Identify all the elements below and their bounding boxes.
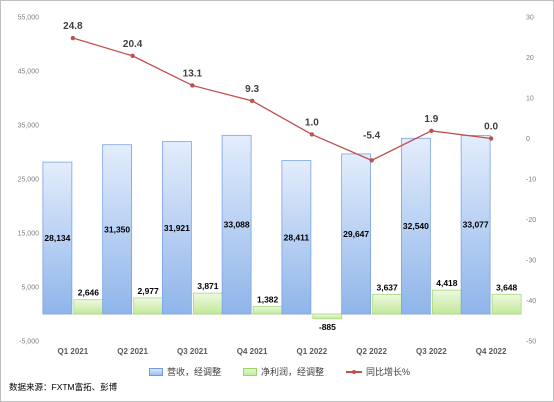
y-right-tick-label: -40 bbox=[526, 298, 536, 305]
bar-net-profit-label: 3,871 bbox=[197, 281, 219, 291]
y-right-tick-label: 30 bbox=[526, 15, 534, 22]
y-right-tick-label: 10 bbox=[526, 96, 534, 103]
bar-revenue-label: 31,350 bbox=[104, 224, 130, 234]
bar-revenue bbox=[460, 134, 491, 315]
bar-revenue bbox=[161, 141, 192, 315]
legend-item-yoy-growth: 同比增长% bbox=[346, 365, 410, 378]
x-category-label: Q1 2022 bbox=[297, 347, 328, 356]
bar-revenue bbox=[221, 134, 252, 315]
bar-revenue-label: 31,921 bbox=[164, 223, 190, 233]
legend-item-revenue: 营收，经调整 bbox=[149, 365, 221, 378]
x-category-label: Q4 2021 bbox=[237, 347, 268, 356]
yoy-growth-label: 1.9 bbox=[424, 114, 438, 125]
x-category-label: Q2 2021 bbox=[117, 347, 148, 356]
bar-revenue-label: 28,411 bbox=[284, 232, 310, 242]
bar-net-profit bbox=[252, 306, 283, 315]
bar-revenue-label: 28,134 bbox=[44, 233, 70, 243]
bar-revenue-label: 33,077 bbox=[463, 220, 489, 230]
x-category-label: Q1 2021 bbox=[58, 347, 89, 356]
y-right-tick-label: -10 bbox=[526, 177, 536, 184]
y-right-tick-label: -30 bbox=[526, 258, 536, 265]
yoy-growth-label: 13.1 bbox=[183, 68, 203, 79]
bar-revenue bbox=[102, 144, 133, 315]
bar-net-profit-label: 1,382 bbox=[257, 295, 279, 305]
x-category-label: Q3 2021 bbox=[177, 347, 208, 356]
y-right-tick-label: -50 bbox=[526, 339, 536, 346]
y-left-tick-label: 55,000 bbox=[18, 15, 40, 22]
bar-net-profit-label: 4,418 bbox=[436, 278, 458, 288]
yoy-growth-label: 9.3 bbox=[245, 84, 259, 95]
legend-swatch-net-profit bbox=[243, 367, 258, 376]
x-category-label: Q4 2022 bbox=[476, 347, 507, 356]
y-left-tick-label: 25,000 bbox=[18, 177, 40, 184]
bar-net-profit-label: 2,646 bbox=[78, 288, 100, 298]
legend: 营收，经调整 净利润，经调整 同比增长% bbox=[149, 365, 410, 378]
bar-net-profit-label: 3,637 bbox=[376, 282, 398, 292]
bar-revenue bbox=[341, 153, 372, 315]
bar-net-profit-label: -885 bbox=[319, 322, 336, 332]
yoy-growth-label: 1.0 bbox=[305, 117, 319, 128]
yoy-growth-point bbox=[369, 158, 374, 163]
bar-revenue-label: 32,540 bbox=[403, 221, 429, 231]
bar-net-profit-label: 2,977 bbox=[137, 286, 159, 296]
bar-revenue bbox=[400, 137, 431, 315]
y-left-tick-label: 45,000 bbox=[18, 69, 40, 76]
bar-net-profit bbox=[312, 313, 343, 320]
yoy-growth-label: 20.4 bbox=[123, 39, 143, 50]
yoy-growth-label: 24.8 bbox=[63, 21, 83, 32]
yoy-growth-point bbox=[249, 98, 255, 104]
y-right-tick-label: -20 bbox=[526, 217, 536, 224]
legend-label-yoy-growth: 同比增长% bbox=[366, 367, 411, 377]
legend-swatch-yoy-growth bbox=[346, 368, 363, 376]
bar-net-profit bbox=[491, 293, 522, 315]
x-category-label: Q2 2022 bbox=[356, 347, 387, 356]
y-right-tick-label: 0 bbox=[526, 136, 530, 143]
yoy-growth-point bbox=[70, 35, 76, 41]
legend-label-revenue: 营收，经调整 bbox=[167, 367, 222, 377]
yoy-growth-point bbox=[309, 132, 315, 137]
bar-net-profit-label: 3,648 bbox=[496, 282, 518, 292]
legend-label-net-profit: 净利润，经调整 bbox=[261, 367, 325, 377]
y-left-tick-label: -5,000 bbox=[19, 339, 39, 346]
x-category-label: Q3 2022 bbox=[416, 347, 447, 356]
y-left-tick-label: 15,000 bbox=[18, 231, 40, 238]
bar-revenue bbox=[42, 161, 73, 315]
legend-item-net-profit: 净利润，经调整 bbox=[243, 365, 324, 378]
legend-swatch-revenue bbox=[149, 367, 163, 376]
bar-revenue bbox=[281, 160, 312, 315]
bar-net-profit bbox=[133, 297, 164, 315]
bar-net-profit bbox=[73, 299, 104, 315]
yoy-growth-point bbox=[488, 136, 494, 141]
y-left-tick-label: 5,000 bbox=[21, 285, 39, 292]
bar-net-profit bbox=[431, 289, 462, 315]
bar-revenue-label: 33,088 bbox=[224, 220, 250, 230]
y-right-tick-label: 20 bbox=[526, 55, 534, 62]
yoy-growth-point bbox=[130, 53, 135, 59]
yoy-growth-point bbox=[429, 128, 434, 134]
yoy-growth-point bbox=[190, 83, 195, 88]
bar-net-profit bbox=[372, 293, 403, 315]
yoy-growth-line bbox=[72, 37, 492, 162]
bar-revenue-label: 29,647 bbox=[343, 229, 369, 239]
y-left-tick-label: 35,000 bbox=[18, 123, 40, 130]
yoy-growth-label: 0.0 bbox=[484, 122, 498, 133]
source-note: 数据来源：FXTM富拓、彭博 bbox=[9, 382, 118, 392]
bar-net-profit bbox=[192, 292, 223, 315]
yoy-growth-label: -5.4 bbox=[363, 130, 381, 141]
